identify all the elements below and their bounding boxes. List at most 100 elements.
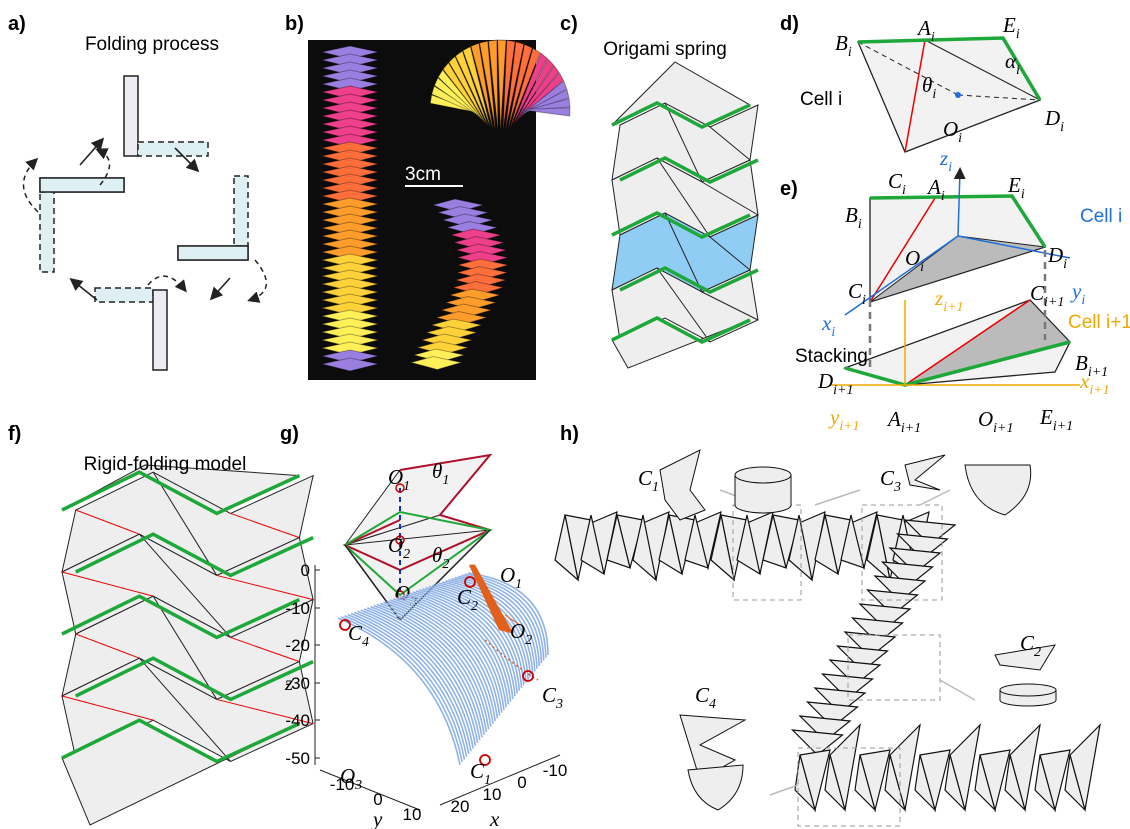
cup (688, 765, 743, 810)
curved-arrow (250, 260, 266, 300)
folding-plate (95, 288, 153, 302)
subscript: 3 (555, 697, 563, 712)
panel-label: e) (780, 178, 798, 200)
subscript: 2 (442, 557, 449, 572)
cell-label: Cell i+1 (1068, 312, 1130, 333)
origin-dot (955, 92, 961, 98)
subscript: i (920, 260, 924, 275)
subscript: i+1 (993, 421, 1013, 436)
subscript: 2 (525, 633, 532, 648)
subscript: 1 (484, 773, 491, 788)
zoom-arrow (770, 785, 798, 795)
subscript: 1 (403, 479, 410, 494)
disk-top (1000, 684, 1056, 696)
subscript: i+1 (1089, 383, 1109, 398)
subscript: i+1 (833, 383, 853, 398)
tick-label: -10 (285, 599, 310, 618)
stacking-label: Stacking (795, 346, 868, 367)
symbol: θ (432, 459, 442, 483)
arrow (72, 280, 97, 300)
symbol: O (510, 619, 525, 643)
symbol: O (388, 533, 403, 557)
folding-plate (153, 290, 167, 370)
symbol: z (934, 286, 943, 310)
symbol: A (886, 407, 901, 431)
tick-label: 0 (301, 561, 310, 580)
subscript: i (862, 293, 866, 308)
math-label: yi (1070, 279, 1085, 308)
subscript: i (958, 131, 962, 146)
math-label: C4 (695, 683, 716, 712)
math-label: Bi (835, 31, 852, 60)
tick-label: 10 (403, 805, 422, 824)
arrow (80, 140, 102, 165)
cylinder-top (735, 467, 791, 483)
symbol: A (916, 16, 931, 40)
axis-label: z (284, 671, 293, 695)
cup (965, 465, 1031, 515)
symbol: y (828, 405, 840, 429)
symbol: O (943, 117, 958, 141)
tick-label: -10 (543, 761, 568, 780)
zoom-arrow (940, 680, 975, 700)
math-label: xi (821, 311, 835, 340)
subscript: i (848, 45, 852, 60)
inset-cell (660, 450, 705, 520)
symbol: C (880, 466, 895, 490)
symbol: z (939, 146, 948, 170)
subscript: i (902, 183, 906, 198)
panel-label: a) (8, 13, 26, 35)
symbol: D (817, 369, 833, 393)
folding-plate (40, 192, 54, 272)
subscript: i+1 (901, 421, 921, 436)
panel-label: b) (285, 13, 304, 35)
symbol: C (542, 683, 557, 707)
subscript: i (1063, 257, 1067, 272)
symbol: B (835, 31, 848, 55)
math-label: Bi (845, 203, 862, 232)
math-label: Di+1 (817, 369, 854, 398)
subscript: 4 (362, 635, 369, 650)
subscript: i+1 (1044, 295, 1064, 310)
subscript: i+1 (839, 419, 859, 434)
cell-label: Cell i (1080, 206, 1122, 227)
subscript: i (858, 217, 862, 232)
scale-bar-label: 3cm (405, 164, 441, 185)
symbol: C (1030, 281, 1045, 305)
tick-label: 20 (451, 797, 470, 816)
zoom-arrow (815, 490, 860, 505)
symbol: θ (432, 543, 442, 567)
subscript: 3 (354, 778, 362, 793)
symbol: C (695, 683, 710, 707)
symbol: C (638, 466, 653, 490)
math-label: C3 (880, 466, 901, 495)
subscript: i (1016, 27, 1020, 42)
subscript: i+1 (1088, 365, 1108, 380)
panel-label: c) (560, 13, 578, 35)
subscript: 1 (442, 473, 449, 488)
math-label: yi+1 (828, 405, 860, 434)
symbol: C (457, 585, 472, 609)
tick-label: -40 (285, 711, 310, 730)
subscript: 2 (471, 599, 478, 614)
subscript: i (941, 189, 945, 204)
subscript: 2 (403, 547, 410, 562)
symbol: C (888, 169, 903, 193)
symbol: O (978, 407, 993, 431)
symbol: E (1039, 405, 1053, 429)
symbol: C (348, 621, 363, 645)
symbol: O (388, 465, 403, 489)
subscript: i (1021, 187, 1025, 202)
math-label: Di (1044, 106, 1064, 135)
math-label: C1 (638, 466, 659, 495)
panel-label: f) (8, 423, 21, 445)
curved-arrow (148, 276, 185, 290)
subscript: 4 (709, 697, 716, 712)
math-label: Ei+1 (1039, 405, 1073, 434)
math-label: zi+1 (934, 286, 964, 315)
math-label: Ci (848, 279, 866, 308)
subscript: 3 (893, 480, 901, 495)
symbol: θ (922, 73, 932, 97)
symbol: E (1002, 13, 1016, 37)
panel-label: h) (560, 423, 579, 445)
